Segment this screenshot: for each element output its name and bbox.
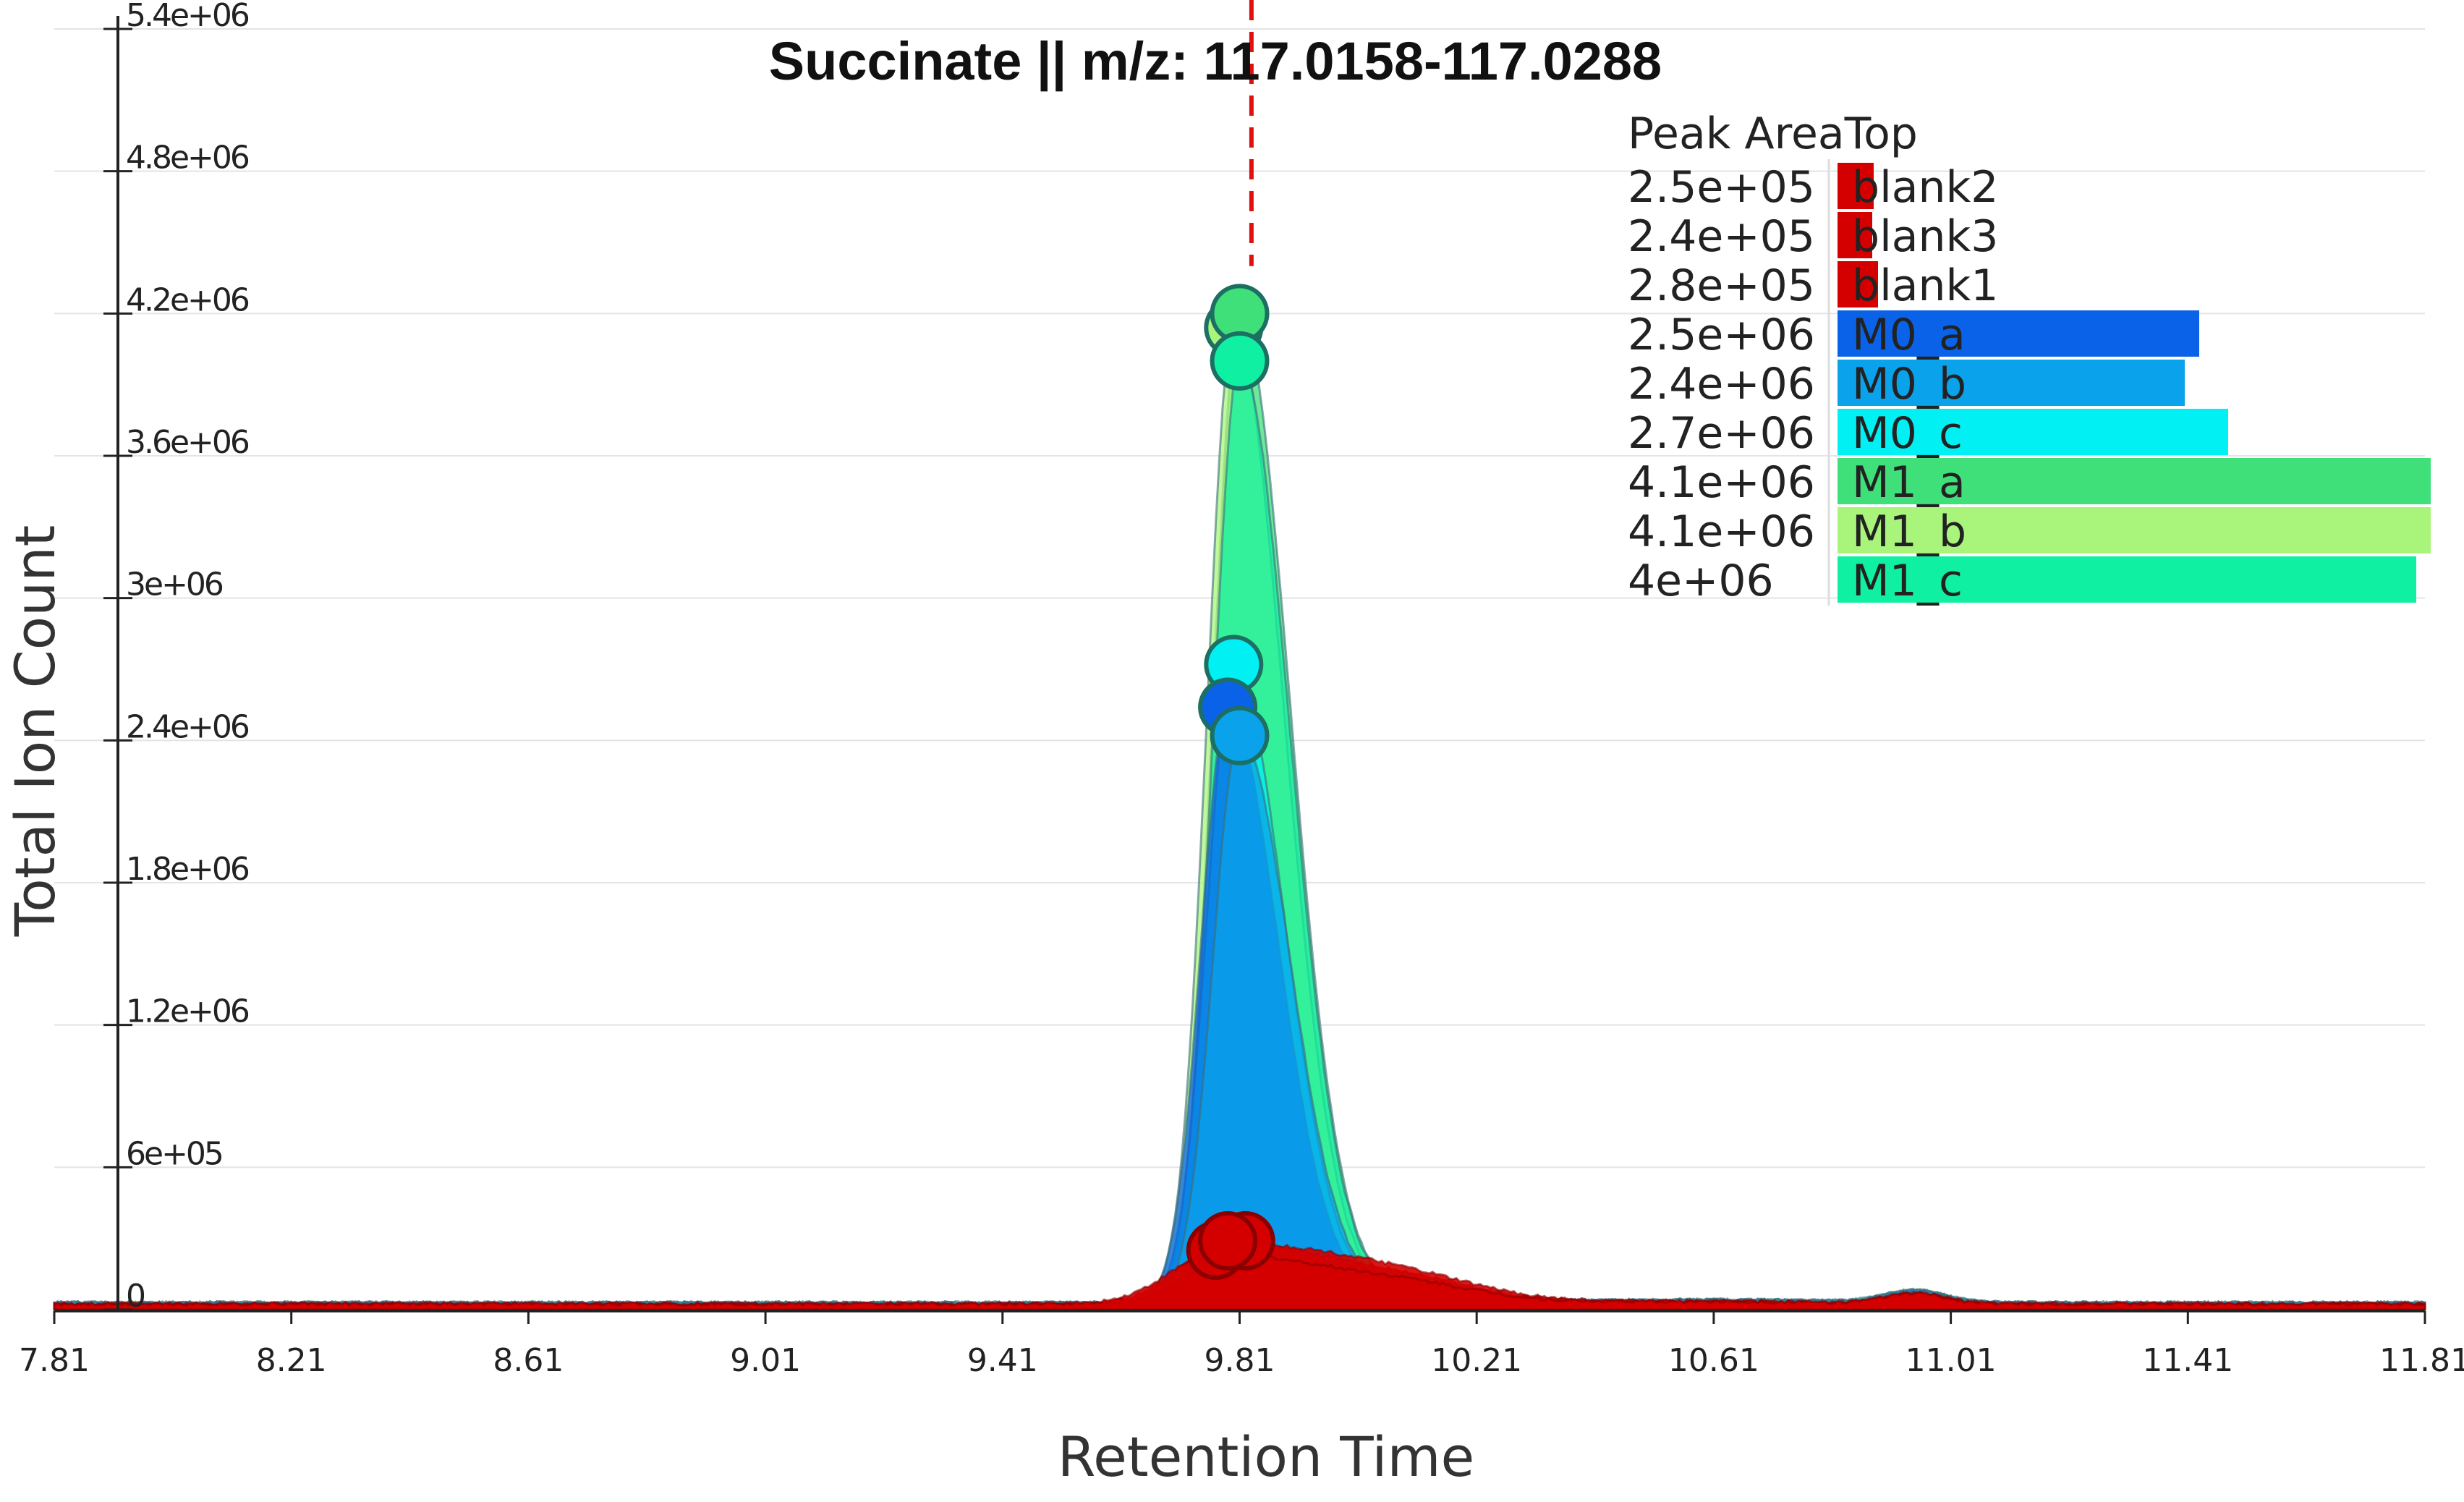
legend-value-M1_b: 4.1e+06 <box>1628 506 1815 557</box>
legend-value-M0_b: 2.4e+06 <box>1628 359 1815 410</box>
legend-bar-blank2 <box>1838 163 1874 209</box>
legend-name-M1_b: M1_b <box>1852 506 1966 557</box>
apex-point-blank1 <box>1198 1210 1258 1270</box>
y-tick-label: 1.8e+06 <box>126 851 249 888</box>
y-tick-label: 1.2e+06 <box>126 993 249 1030</box>
legend-value-blank1: 2.8e+05 <box>1628 260 1815 311</box>
apex-point-M1_c <box>1210 331 1270 391</box>
x-tick-label: 8.21 <box>256 1342 327 1379</box>
legend-value-M1_c: 4e+06 <box>1628 556 1774 606</box>
legend-bar-M0_b <box>1838 360 2185 406</box>
x-tick-label: 8.61 <box>493 1342 564 1379</box>
legend-name-M1_a: M1_a <box>1852 457 1966 508</box>
chart-title: Succinate || m/z: 117.0158-117.0288 <box>769 31 1662 92</box>
y-tick-label: 6e+05 <box>126 1135 222 1172</box>
y-tick-label: 4.8e+06 <box>126 140 249 177</box>
legend-value-M0_c: 2.7e+06 <box>1628 408 1815 459</box>
x-tick-label: 11.41 <box>2142 1342 2233 1379</box>
x-tick-label: 9.41 <box>967 1342 1038 1379</box>
legend-bar-M1_b <box>1838 507 2431 553</box>
y-tick-label: 5.4e+06 <box>126 0 249 34</box>
legend-name-blank1: blank1 <box>1852 260 1998 311</box>
apex-markers <box>1186 0 1275 1281</box>
legend-value-blank2: 2.5e+05 <box>1628 162 1815 213</box>
y-tick-label: 2.4e+06 <box>126 708 249 745</box>
x-tick-label: 11.01 <box>1906 1342 1997 1379</box>
legend-value-M1_a: 4.1e+06 <box>1628 457 1815 508</box>
legend-value-blank3: 2.4e+05 <box>1628 211 1815 262</box>
legend-name-M0_a: M0_a <box>1852 310 1966 360</box>
y-tick-label: 0 <box>126 1278 145 1315</box>
legend-name-blank2: blank2 <box>1852 162 1998 213</box>
x-tick-label: 10.61 <box>1668 1342 1759 1379</box>
legend-bar-M1_a <box>1838 458 2431 504</box>
legend-bar-blank1 <box>1838 261 1878 307</box>
legend-name-M0_b: M0_b <box>1852 359 1966 410</box>
legend-bar-blank3 <box>1838 212 1872 258</box>
legend-bar-M0_c <box>1838 409 2228 455</box>
y-tick-label: 3.6e+06 <box>126 424 249 461</box>
y-tick-label: 3e+06 <box>126 567 223 603</box>
legend-title: Peak AreaTop <box>1628 109 1918 159</box>
x-tick-label: 9.01 <box>730 1342 801 1379</box>
y-tick-label: 4.2e+06 <box>126 281 249 318</box>
x-tick-label: 11.81 <box>2379 1342 2464 1379</box>
legend-name-blank3: blank3 <box>1852 211 1998 262</box>
legend-value-M0_a: 2.5e+06 <box>1628 310 1815 360</box>
legend-bar-M0_a <box>1838 310 2199 357</box>
x-tick-label: 7.81 <box>19 1342 90 1379</box>
legend-name-M1_c: M1_c <box>1852 556 1963 606</box>
axes: 0 6e+05 1.2e+06 1.8e+06 2.4e+06 3e+06 3.6e+06 4… <box>19 0 2464 1379</box>
x-axis-label: Retention Time <box>1058 1425 1475 1489</box>
legend-bar-M1_c <box>1838 556 2416 603</box>
x-tick-label: 10.21 <box>1431 1342 1522 1379</box>
legend-name-M0_c: M0_c <box>1852 408 1963 459</box>
y-axis-label: Total Ion Count <box>3 525 67 938</box>
x-tick-label: 9.81 <box>1205 1342 1275 1379</box>
apex-point-M0_b <box>1210 705 1270 765</box>
